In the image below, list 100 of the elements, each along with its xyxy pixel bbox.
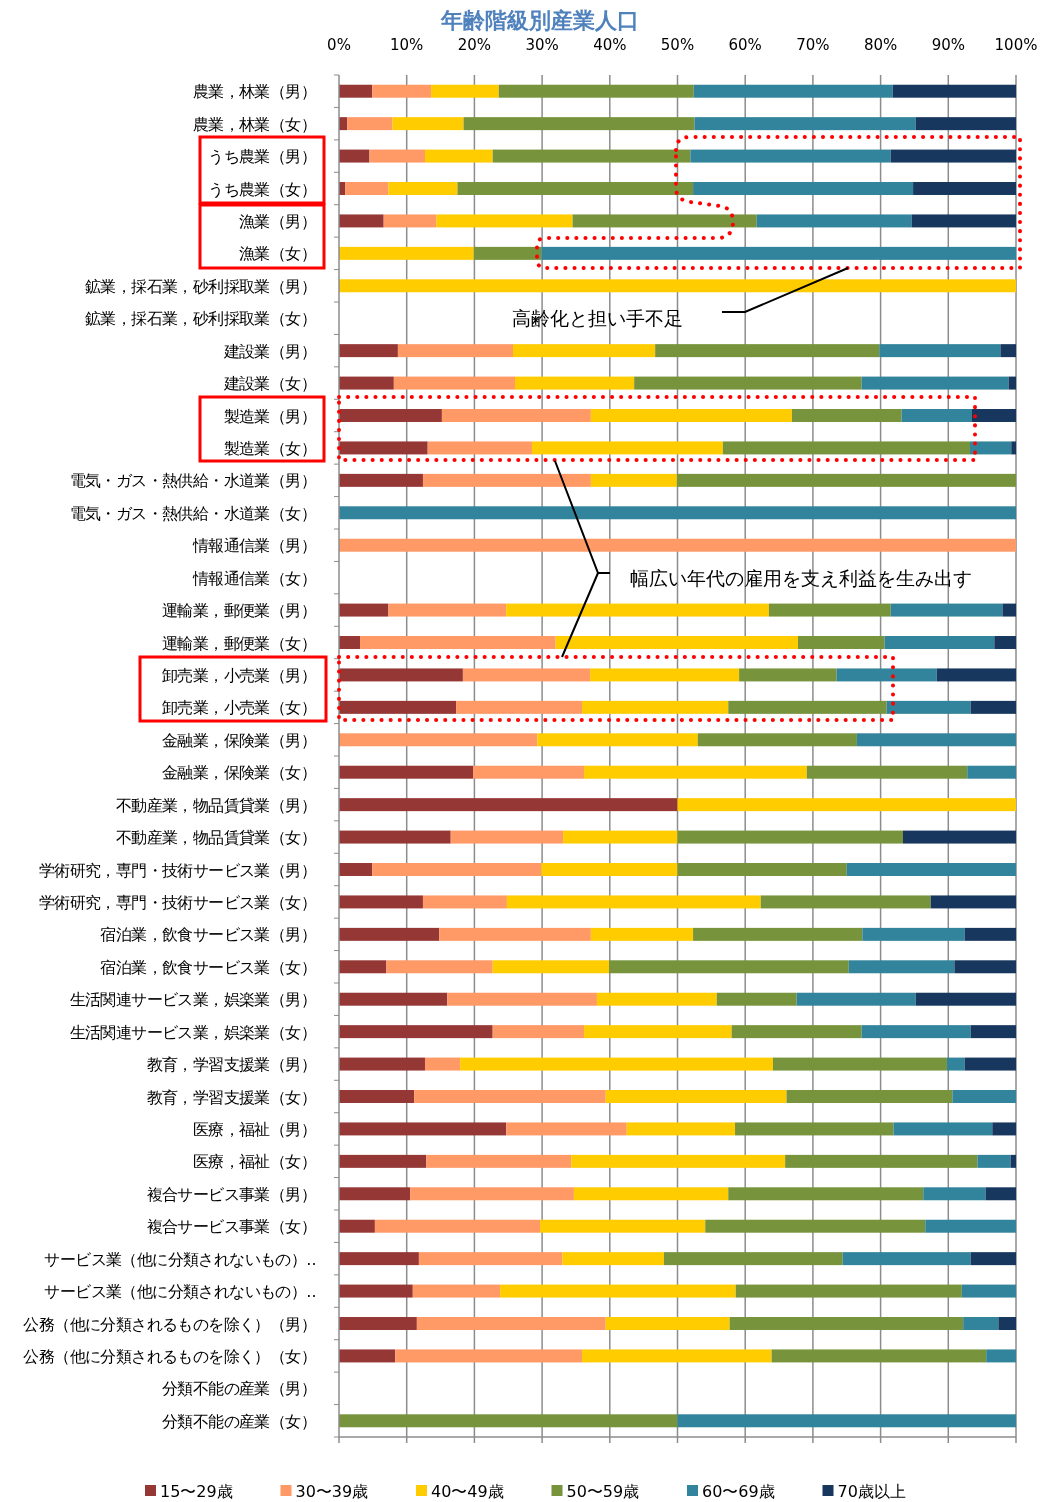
bar xyxy=(970,1252,1016,1266)
bar xyxy=(506,895,761,909)
bar xyxy=(890,603,1003,617)
bar xyxy=(500,1284,736,1298)
bar xyxy=(372,84,432,98)
bar xyxy=(339,84,373,98)
bar xyxy=(964,927,1016,941)
bar xyxy=(386,960,493,974)
bar xyxy=(677,830,903,844)
y-tick-label: 鉱業，採石業，砂利採取業（女） xyxy=(84,310,316,329)
legend-label: 30〜39歳 xyxy=(295,1482,369,1501)
bar xyxy=(886,700,971,714)
bar xyxy=(563,830,678,844)
bar xyxy=(388,603,507,617)
y-tick-label: 学術研究，専門・技術サービス業（女） xyxy=(38,893,316,912)
bar xyxy=(796,992,916,1006)
bar xyxy=(729,1317,964,1330)
bar xyxy=(798,636,885,649)
bar xyxy=(339,1187,411,1201)
bar xyxy=(634,376,862,390)
y-tick-label: 不動産業，物品賃貸業（男） xyxy=(115,796,316,815)
bar xyxy=(562,1252,664,1266)
bar xyxy=(768,603,891,617)
bar xyxy=(339,1090,415,1103)
bar xyxy=(339,700,457,714)
bar xyxy=(915,992,1016,1006)
bar xyxy=(339,1219,375,1233)
bar xyxy=(986,1349,1016,1363)
bar xyxy=(339,344,398,358)
bar xyxy=(540,1219,706,1233)
bar xyxy=(890,149,1016,163)
bar xyxy=(457,182,694,195)
y-tick-label: 電気・ガス・熱供給・水道業（男） xyxy=(69,472,316,491)
bar xyxy=(422,895,507,909)
bar xyxy=(473,765,585,779)
bar xyxy=(760,895,931,909)
y-tick-label: 建設業（女） xyxy=(222,375,316,394)
y-tick-label: 農業，林業（女） xyxy=(192,115,316,134)
bar xyxy=(506,603,769,617)
bar xyxy=(339,441,428,455)
y-tick-label: 分類不能の産業（男） xyxy=(161,1380,316,1399)
bar xyxy=(985,1187,1016,1201)
legend-label: 15〜29歳 xyxy=(160,1482,233,1501)
y-tick-label: 学術研究，専門・技術サービス業（男） xyxy=(38,861,316,880)
bar xyxy=(369,149,425,163)
bar xyxy=(395,1349,583,1363)
y-tick-label: 複合サービス事業（女） xyxy=(146,1218,316,1237)
y-tick-label: 農業，林業（男） xyxy=(192,83,316,102)
bar xyxy=(590,473,677,487)
bar xyxy=(584,1025,732,1039)
bar xyxy=(515,376,635,390)
bar xyxy=(582,700,729,714)
bar xyxy=(339,1284,413,1298)
bar xyxy=(1011,441,1016,455)
y-tick-label: 金融業，保険業（男） xyxy=(161,731,316,750)
bar xyxy=(439,927,591,941)
chart-title: 年齢階級別産業人口 xyxy=(440,8,639,33)
bar xyxy=(596,992,717,1006)
bar xyxy=(584,765,807,779)
bar xyxy=(541,863,678,876)
bar xyxy=(756,214,912,228)
bar xyxy=(846,863,1016,876)
bar xyxy=(1000,344,1016,358)
bar xyxy=(722,441,970,455)
bar xyxy=(806,765,968,779)
bar xyxy=(416,1317,606,1330)
bar xyxy=(697,733,857,747)
bar xyxy=(1010,1154,1016,1168)
bar xyxy=(412,1284,501,1298)
x-tick-label: 10% xyxy=(390,36,424,54)
bar xyxy=(663,1252,843,1266)
bar xyxy=(339,798,678,812)
y-tick-label: 電気・ガス・熱供給・水道業（女） xyxy=(69,504,316,523)
y-tick-label: 教育，学習支援業（男） xyxy=(146,1056,316,1075)
bar xyxy=(626,1122,736,1136)
y-tick-label: 医療，福祉（男） xyxy=(192,1120,316,1139)
bar xyxy=(436,214,573,228)
y-tick-label: 金融業，保険業（女） xyxy=(161,764,316,783)
bar xyxy=(345,182,389,195)
bar xyxy=(994,636,1016,649)
bar xyxy=(772,1057,947,1071)
bar xyxy=(836,668,937,682)
bar xyxy=(422,473,591,487)
bar xyxy=(339,895,423,909)
bar xyxy=(456,700,583,714)
y-tick-label: 鉱業，採石業，砂利採取業（男） xyxy=(84,277,316,296)
bar xyxy=(786,1090,953,1103)
bar xyxy=(339,733,538,747)
bar xyxy=(339,1122,507,1136)
bar xyxy=(605,1090,787,1103)
bar xyxy=(961,1284,1016,1298)
legend-label: 70歳以上 xyxy=(837,1482,906,1501)
bar xyxy=(967,765,1016,779)
bar xyxy=(339,636,360,649)
y-tick-label: サービス業（他に分類されないもの）‥ xyxy=(44,1250,316,1269)
bar xyxy=(705,1219,926,1233)
bar xyxy=(771,1349,987,1363)
bar xyxy=(339,765,474,779)
x-tick-label: 50% xyxy=(660,36,695,54)
bar xyxy=(339,1252,419,1266)
